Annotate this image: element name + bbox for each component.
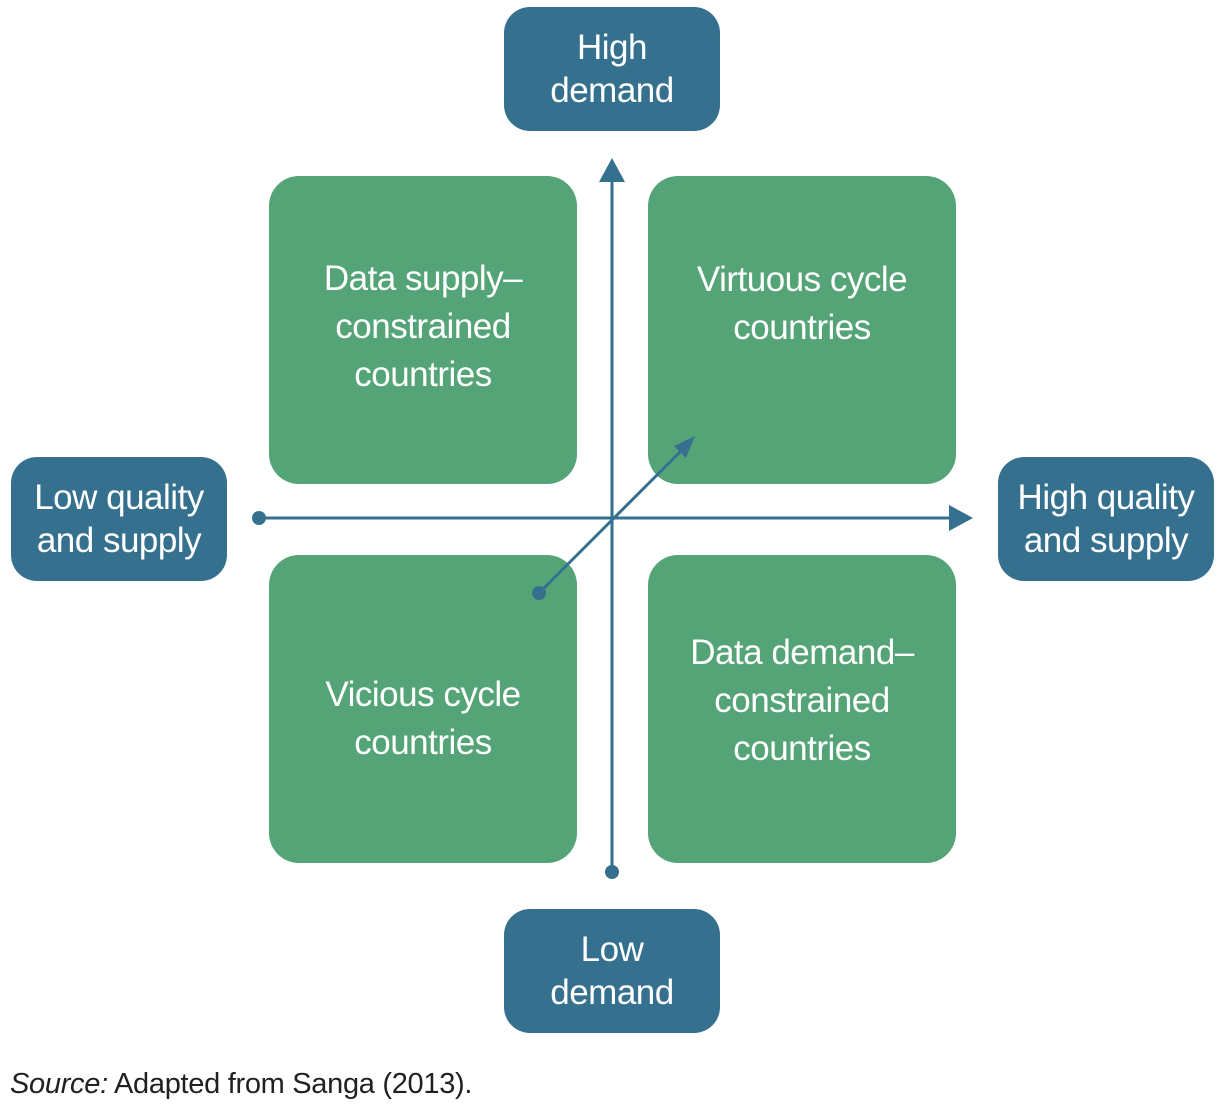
pole-label-line: demand — [550, 71, 674, 110]
quadrant-data-demand-constrained: Data demand– constrained countries — [648, 555, 956, 863]
pole-label-line: and supply — [36, 521, 202, 560]
pole-label-line: Low — [580, 930, 644, 969]
pole-label-line: High — [577, 28, 647, 67]
quadrant-label-line: Data demand– — [690, 633, 914, 672]
quadrant-virtuous-cycle: Virtuous cycle countries — [648, 176, 956, 484]
quadrant-label-line: countries — [354, 355, 492, 394]
pole-label-line: demand — [550, 973, 674, 1012]
pole-low-demand: Low demand — [504, 909, 720, 1033]
horizontal-axis-start-dot — [252, 511, 266, 525]
quadrant-label-line: Data supply– — [323, 259, 523, 298]
vertical-axis-arrowhead — [599, 158, 625, 182]
source-note: Source: Adapted from Sanga (2013). — [10, 1068, 472, 1101]
vertical-axis-start-dot — [605, 865, 619, 879]
quadrant-vicious-cycle: Vicious cycle countries — [269, 555, 577, 863]
quadrant-label-line: constrained — [335, 307, 511, 346]
source-text: Adapted from Sanga (2013). — [107, 1068, 473, 1100]
quadrant-label-line: countries — [733, 308, 871, 347]
pole-high-quality-supply: High quality and supply — [998, 457, 1214, 581]
pole-label-line: and supply — [1023, 521, 1189, 560]
quadrant-label-line: Vicious cycle — [325, 675, 521, 714]
pole-label-line: Low quality — [34, 478, 204, 517]
source-label: Source: — [10, 1068, 108, 1100]
horizontal-axis-arrowhead — [949, 505, 973, 531]
pole-low-quality-supply: Low quality and supply — [11, 457, 227, 581]
quadrant-label-line: countries — [354, 723, 492, 762]
quadrant-label-line: Virtuous cycle — [696, 260, 908, 299]
quadrant-data-supply-constrained: Data supply– constrained countries — [269, 176, 577, 484]
quadrant-label-line: countries — [733, 729, 871, 768]
quadrant-label-line: constrained — [714, 681, 890, 720]
pole-label-line: High quality — [1017, 478, 1195, 517]
pole-high-demand: High demand — [504, 7, 720, 131]
